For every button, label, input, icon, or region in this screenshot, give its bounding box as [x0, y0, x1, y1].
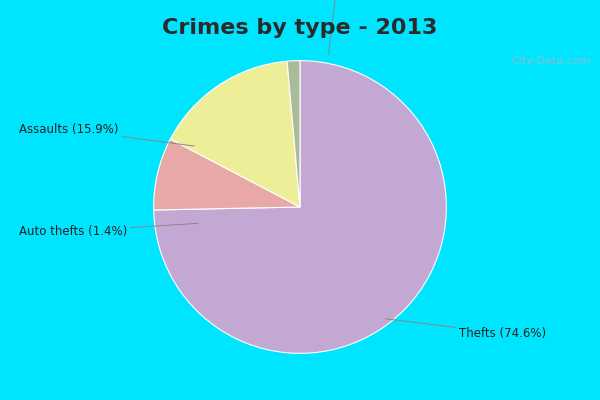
Wedge shape [154, 61, 446, 353]
Wedge shape [154, 139, 300, 210]
Text: Thefts (74.6%): Thefts (74.6%) [385, 319, 545, 340]
Text: Assaults (15.9%): Assaults (15.9%) [19, 123, 194, 146]
Text: Crimes by type - 2013: Crimes by type - 2013 [163, 18, 437, 38]
Text: City-Data.com: City-Data.com [511, 56, 591, 66]
Text: Auto thefts (1.4%): Auto thefts (1.4%) [19, 223, 199, 238]
Text: Burglaries (8.0%): Burglaries (8.0%) [285, 0, 388, 54]
Wedge shape [170, 61, 300, 207]
Wedge shape [287, 61, 300, 207]
